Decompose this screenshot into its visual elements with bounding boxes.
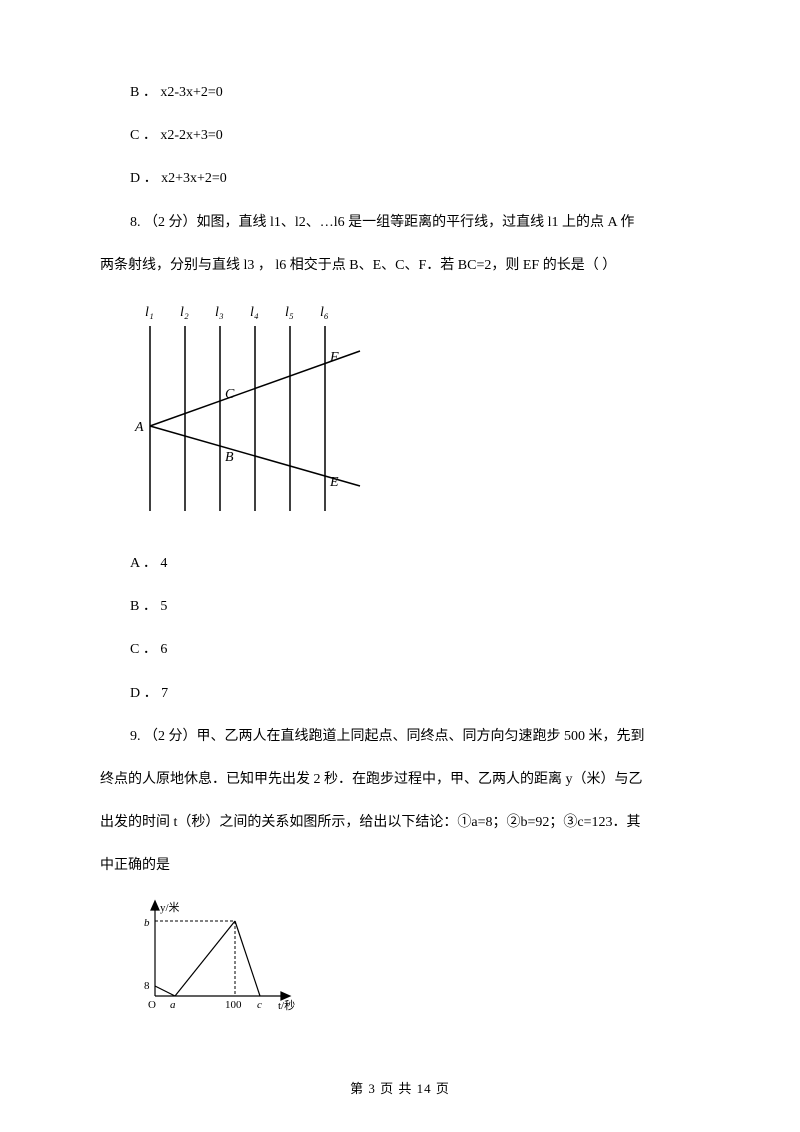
axis-y-label: y/米 bbox=[160, 901, 180, 914]
tick-100: 100 bbox=[225, 999, 242, 1011]
tick-b: b bbox=[144, 917, 150, 929]
question-9-line3: 出发的时间 t（秒）之间的关系如图所示，给出以下结论：①a=8；②b=92；③c… bbox=[100, 810, 700, 835]
option-8a: A ． 4 bbox=[100, 551, 700, 576]
tick-a: a bbox=[170, 999, 176, 1011]
point-E: E bbox=[329, 475, 339, 490]
option-b-top: B ． x2-3x+2=0 bbox=[100, 80, 700, 105]
tick-8: 8 bbox=[144, 980, 150, 992]
question-8-line2: 两条射线，分别与直线 l3 ， l6 相交于点 B、E、C、F．若 BC=2，则… bbox=[100, 253, 700, 278]
option-d-top: D ． x2+3x+2=0 bbox=[100, 166, 700, 191]
origin-label: O bbox=[148, 999, 156, 1011]
question-9-line1: 9. （2 分）甲、乙两人在直线跑道上同起点、同终点、同方向匀速跑步 500 米… bbox=[100, 724, 700, 749]
point-B: B bbox=[225, 450, 234, 465]
point-A: A bbox=[134, 420, 144, 435]
label-l5: l₅ bbox=[285, 305, 294, 320]
axis-x-label: t/秒 bbox=[278, 998, 295, 1012]
label-l6: l₆ bbox=[320, 305, 329, 320]
label-l4: l₄ bbox=[250, 305, 259, 320]
question-9-line4: 中正确的是 bbox=[100, 853, 700, 878]
label-l2: l₂ bbox=[180, 305, 189, 320]
option-8b: B ． 5 bbox=[100, 594, 700, 619]
option-8d: D ． 7 bbox=[100, 681, 700, 706]
figure-distance-graph: y/米 t/秒 b 8 O a 100 c bbox=[130, 896, 700, 1016]
label-l1: l₁ bbox=[145, 305, 154, 320]
question-9-line2: 终点的人原地休息．已知甲先出发 2 秒．在跑步过程中，甲、乙两人的距离 y（米）… bbox=[100, 767, 700, 792]
option-8c: C ． 6 bbox=[100, 637, 700, 662]
question-8-line1: 8. （2 分）如图，直线 l1、l2、…l6 是一组等距离的平行线，过直线 l… bbox=[100, 210, 700, 235]
option-c-top: C ． x2-2x+3=0 bbox=[100, 123, 700, 148]
figure-parallel-lines: l₁ l₂ l₃ l₄ l₅ l₆ A C B F E bbox=[130, 296, 700, 526]
label-l3: l₃ bbox=[215, 305, 224, 320]
tick-c: c bbox=[257, 999, 262, 1011]
point-F: F bbox=[329, 350, 339, 365]
page-footer: 第 3 页 共 14 页 bbox=[0, 1078, 800, 1097]
point-C: C bbox=[225, 387, 235, 402]
